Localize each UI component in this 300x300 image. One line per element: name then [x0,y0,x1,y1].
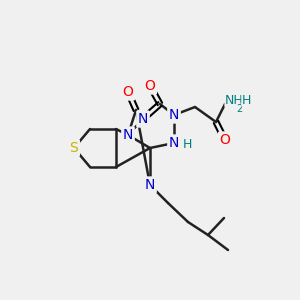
Text: O: O [123,85,134,99]
Text: H: H [183,137,192,151]
Text: N: N [169,136,179,150]
Text: N: N [169,108,179,122]
Text: H: H [242,94,251,106]
Text: N: N [145,178,155,192]
Text: NH: NH [225,94,244,106]
Text: 2: 2 [236,104,242,114]
Text: O: O [145,79,155,93]
Text: N: N [138,112,148,126]
Text: O: O [220,133,230,147]
Text: S: S [70,141,78,155]
Text: N: N [123,128,133,142]
